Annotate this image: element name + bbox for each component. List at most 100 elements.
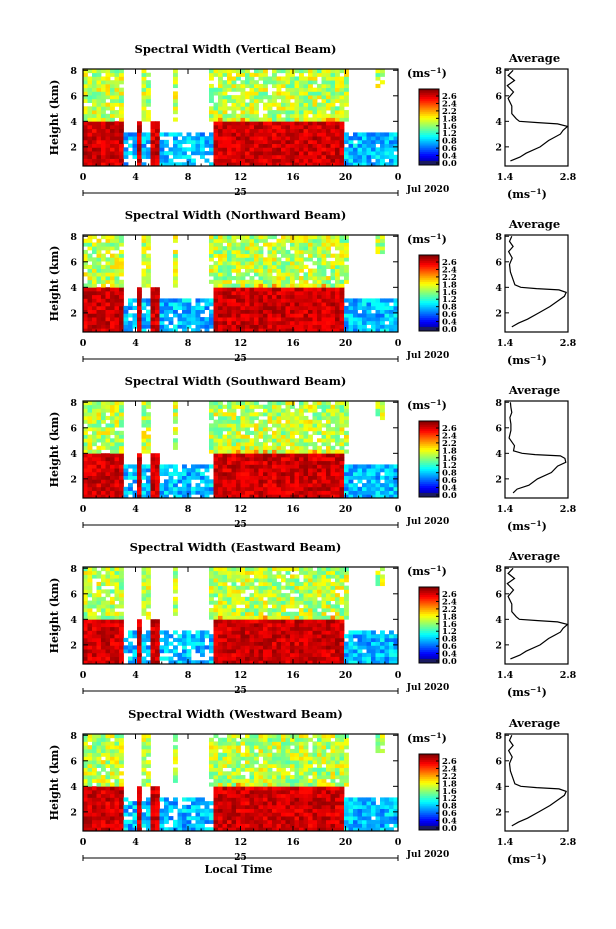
heatmap-cell [105,652,111,657]
heatmap-cell [312,246,318,251]
heatmap-cell [87,412,93,417]
heatmap-cell [312,76,318,81]
heatmap-cell [236,249,241,255]
heatmap-cell [299,147,304,152]
heatmap-cell [290,453,295,458]
heatmap-cell [92,404,97,409]
heatmap-cell [299,438,304,443]
heatmap-cell [87,302,93,307]
date-label: Jul 2020 [406,351,449,361]
heatmap-cell [119,261,124,266]
heatmap-cell [159,313,165,318]
heatmap-cell [114,91,120,96]
heatmap-cell [227,317,232,322]
heatmap-cell [213,589,219,594]
heatmap-cell [173,401,178,406]
heatmap-cell [222,102,228,107]
heatmap-cell [83,72,88,77]
heatmap-cell [380,302,385,307]
heatmap-cell [186,641,192,646]
heatmap-cell [335,95,340,100]
heatmap-cell [119,238,124,243]
heatmap-cell [389,490,394,495]
heatmap-cell [141,438,147,443]
heatmap-cell [96,622,102,628]
heatmap-cell [218,328,223,333]
heatmap-cell [285,95,291,100]
heatmap-cell [276,324,282,329]
heatmap-cell [245,272,250,277]
heatmap-cell [213,143,219,148]
heatmap-cell [326,486,331,491]
heatmap-cell [191,305,196,311]
colorbar-segment [419,260,439,263]
heatmap-cell [222,154,228,159]
heatmap-cell [254,69,259,74]
colorbar-segment [419,119,439,122]
heatmap-cell [335,91,340,96]
heatmap-cell [312,494,318,499]
heatmap-cell [294,305,300,311]
heatmap-cell [110,578,115,583]
heatmap-cell [227,257,232,262]
heatmap-cell [245,581,250,587]
heatmap-cell [362,162,367,167]
heatmap-cell [389,313,394,318]
heatmap-cell [290,423,295,428]
heatmap-cell [83,660,88,665]
heatmap-cell [312,139,318,145]
heatmap-cell [258,460,264,465]
heatmap-cell [285,80,291,85]
heatmap-cell [335,460,340,465]
heatmap-cell [92,427,97,432]
heatmap-cell [317,427,322,432]
heatmap-cell [83,313,88,318]
heatmap-cell [227,468,232,473]
heatmap-cell [276,69,282,74]
heatmap-cell [258,162,264,167]
heatmap-cell [114,158,120,163]
heatmap-cell [299,264,304,269]
heatmap-cell [236,401,241,406]
heatmap-cell [87,471,93,477]
heatmap-cell [335,404,340,409]
heatmap-cell [285,404,291,409]
heatmap-cell [87,593,93,598]
heatmap-cell [281,132,286,137]
heatmap-cell [326,80,331,85]
heatmap-cell [146,147,151,152]
heatmap-cell [339,257,345,262]
heatmap-cell [240,110,246,115]
heatmap-cell [164,317,169,322]
heatmap-cell [276,279,282,284]
heatmap-cell [209,238,214,243]
heatmap-cell [173,136,178,141]
heatmap-cell [83,128,88,133]
heatmap-cell [281,604,286,609]
heatmap-cell [276,645,282,650]
heatmap-cell [168,641,174,646]
heatmap-cell [317,464,322,469]
heatmap-cell [258,660,264,665]
heatmap-cell [173,630,178,635]
heatmap-cell [285,72,291,77]
heatmap-cell [110,453,115,458]
heatmap-cell [267,324,273,329]
heatmap-cell [366,494,372,499]
heatmap-cell [231,619,237,624]
heatmap-cell [101,276,106,281]
heatmap-cell [393,479,399,484]
heatmap-cell [348,313,354,318]
heatmap-cell [249,283,255,288]
heatmap-cell [155,154,160,159]
heatmap-cell [339,442,345,447]
heatmap-cell [146,302,151,307]
heatmap-cell [110,242,115,247]
heatmap-cell [146,313,151,318]
heatmap-cell [96,641,102,646]
heatmap-cell [236,611,241,616]
heatmap-cell [375,486,381,491]
heatmap-cell [312,324,318,329]
heatmap-cell [249,615,255,620]
heatmap-cell [272,608,277,613]
